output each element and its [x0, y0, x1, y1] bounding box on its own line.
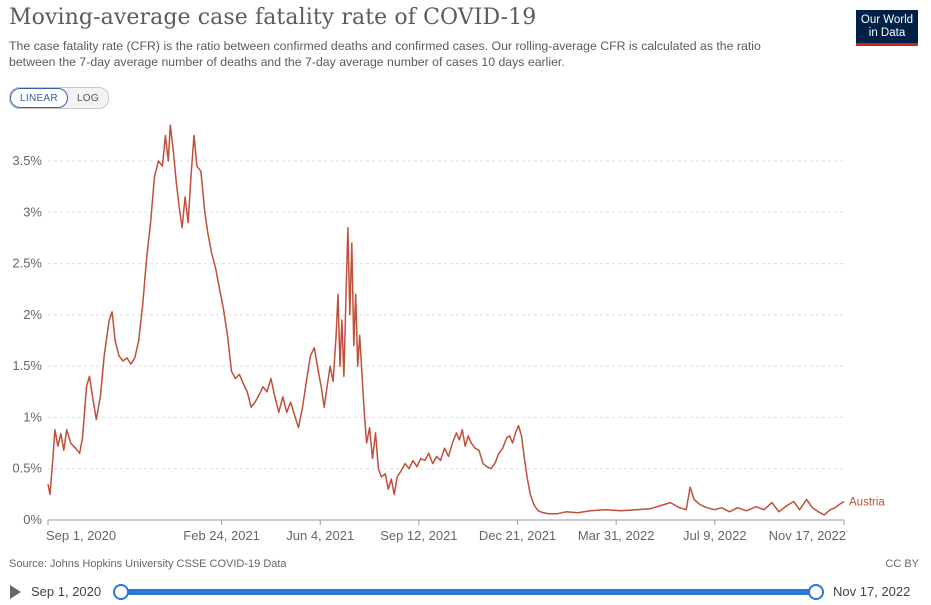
y-tick-label: 2% [23, 307, 42, 322]
y-tick-label: 0.5% [12, 461, 42, 476]
chart-title: Moving-average case fatality rate of COV… [9, 5, 537, 30]
scale-toggle: LINEAR LOG [9, 87, 109, 109]
logo-line-2: in Data [868, 27, 906, 39]
logo-line-1: Our World [860, 14, 914, 26]
timeline-end-label: Nov 17, 2022 [833, 584, 911, 599]
timeline-start-label: Sep 1, 2020 [31, 584, 102, 599]
timeline-track[interactable] [120, 589, 815, 595]
play-icon[interactable] [10, 585, 21, 599]
log-scale-button[interactable]: LOG [68, 88, 108, 108]
y-tick-label: 0% [23, 512, 42, 527]
y-tick-label: 2.5% [12, 256, 42, 271]
x-tick-label: Sep 1, 2020 [46, 528, 116, 543]
timeline-start-handle[interactable] [113, 584, 129, 600]
x-axis-ticks: Sep 1, 2020 Feb 24, 2021 Jun 4, 2021 Sep 12… [46, 520, 846, 543]
y-tick-label: 3% [23, 204, 42, 219]
linear-scale-button[interactable]: LINEAR [10, 88, 68, 108]
y-tick-label: 1.5% [12, 358, 42, 373]
y-tick-label: 1% [23, 409, 42, 424]
source-note[interactable]: Source: Johns Hopkins University CSSE CO… [9, 558, 287, 570]
x-tick-label: Jul 9, 2022 [683, 528, 747, 543]
x-tick-label: Nov 17, 2022 [769, 528, 846, 543]
series-lines [47, 124, 845, 516]
timeline-end-handle[interactable] [808, 584, 824, 600]
license-link[interactable]: CC BY [885, 558, 919, 570]
x-tick-label: Sep 12, 2021 [380, 528, 457, 543]
y-axis-ticks: 0% 0.5% 1% 1.5% 2% 2.5% 3% 3.5% [12, 153, 42, 527]
x-tick-label: Dec 21, 2021 [479, 528, 556, 543]
x-tick-label: Mar 31, 2022 [578, 528, 655, 543]
series-labels: Austria [849, 497, 885, 509]
chart-subtitle: The case fatality rate (CFR) is the rati… [9, 39, 761, 69]
x-tick-label: Feb 24, 2021 [183, 528, 260, 543]
line-chart: 0% 0.5% 1% 1.5% 2% 2.5% 3% 3.5% Sep 1, 2020 Feb … [12, 124, 885, 543]
series-label-austria: Austria [849, 497, 885, 509]
timeline: Sep 1, 2020 Nov 17, 2022 [0, 578, 931, 605]
x-tick-label: Jun 4, 2021 [286, 528, 354, 543]
owid-logo[interactable]: Our World in Data [856, 10, 918, 46]
series-line-austria[interactable] [47, 124, 845, 516]
gridlines [48, 160, 844, 521]
y-tick-label: 3.5% [12, 153, 42, 168]
